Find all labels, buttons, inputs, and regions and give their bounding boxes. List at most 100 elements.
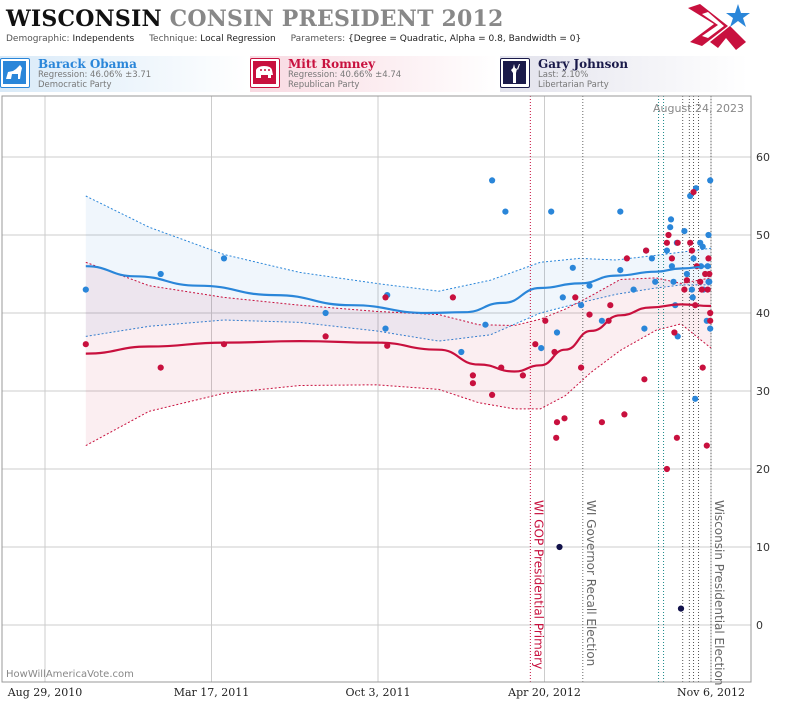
rep-poll-point <box>706 270 713 278</box>
dem-poll-point <box>667 224 674 231</box>
candidate-party: Democratic Party <box>38 80 112 90</box>
dem-band-upper <box>85 195 712 292</box>
event-lines: WI GOP Presidential Primary WI Governor R… <box>529 96 744 685</box>
rep-poll-point <box>704 286 711 293</box>
dem-poll-point <box>502 208 509 215</box>
dem-poll-point <box>322 309 329 317</box>
lib-poll-point <box>677 605 685 612</box>
dem-poll-point <box>538 345 545 352</box>
rep-poll-point <box>665 231 672 239</box>
rep-poll-point <box>449 294 456 301</box>
rep-poll-point <box>586 311 593 318</box>
rep-poll-point <box>674 239 681 246</box>
rep-poll-point <box>707 317 714 324</box>
dem-trend-line <box>85 265 712 315</box>
candidate-regression: Regression: 46.06% ±3.71 <box>38 70 152 80</box>
dem-poll-point <box>548 208 555 215</box>
dem-poll-point <box>458 348 465 356</box>
x-tick-label: Mar 17, 2011 <box>173 686 250 699</box>
plot-border <box>1 95 752 683</box>
dem-poll-point <box>663 247 671 254</box>
rep-poll-point <box>322 333 329 340</box>
trend-lines <box>85 265 712 373</box>
dem-poll-point <box>681 228 688 235</box>
rep-poll-point <box>553 434 560 441</box>
event-label: Wisconsin Presidential Election <box>712 500 726 685</box>
dem-poll-point <box>382 325 389 332</box>
chart-header: WISCONSIN CONSIN PRESIDENT 2012 Demograp… <box>0 0 789 58</box>
lib-poll-point <box>556 543 563 551</box>
dem-poll-point <box>569 264 576 271</box>
y-tick-label: 10 <box>756 541 770 554</box>
rep-poll-point <box>690 189 697 196</box>
site-credit: HowWillAmericaVote.com <box>6 669 134 680</box>
dem-poll-point <box>668 263 676 270</box>
title-race: CONSIN PRESIDENT 2012 <box>169 6 504 32</box>
rep-poll-point <box>643 247 650 254</box>
rep-poll-point <box>489 391 496 398</box>
candidate-name: Mitt Romney <box>288 57 376 71</box>
dem-poll-point <box>699 243 706 250</box>
chart-title: WISCONSIN CONSIN PRESIDENT 2012 <box>6 6 504 32</box>
statue-of-liberty-icon <box>500 58 530 88</box>
candidate-name: Gary Johnson <box>538 57 629 71</box>
plot-frame <box>1 95 752 683</box>
rep-poll-point <box>641 376 648 383</box>
dem-poll-point <box>559 294 566 301</box>
rep-poll-point <box>687 239 694 246</box>
rep-poll-point <box>532 341 539 348</box>
dem-poll-point <box>157 270 164 278</box>
poll-points <box>82 177 714 612</box>
demographic-label: Demographic: <box>6 34 70 44</box>
dem-poll-point <box>670 278 677 285</box>
dem-poll-point <box>617 208 624 215</box>
y-tick-label: 0 <box>756 619 763 632</box>
rep-poll-point <box>668 255 676 262</box>
dem-poll-point <box>648 255 656 262</box>
x-tick-label: Aug 29, 2010 <box>7 686 83 699</box>
rep-poll-point <box>699 364 706 371</box>
y-tick-label: 40 <box>756 307 770 320</box>
event-label: WI GOP Presidential Primary <box>531 500 545 669</box>
y-tick-label: 30 <box>756 385 770 398</box>
rep-poll-point <box>681 286 688 293</box>
demographic-value: Independents <box>72 34 135 44</box>
dem-poll-point <box>489 177 496 184</box>
candidate-regression: Regression: 40.66% ±4.74 <box>288 70 402 80</box>
candidate-last: Last: 2.10% <box>538 70 589 80</box>
elephant-icon <box>250 58 280 88</box>
x-tick-label: Oct 3, 2011 <box>345 686 411 699</box>
dem-poll-point <box>707 177 714 184</box>
rep-poll-point <box>623 255 631 262</box>
dem-confidence-band <box>85 196 712 342</box>
rep-poll-point <box>561 415 568 422</box>
dem-poll-point <box>220 255 228 262</box>
rep-confidence-band <box>85 262 712 446</box>
date-stamp: August 24, 2023 <box>653 102 744 115</box>
candidate-party: Libertarian Party <box>538 80 609 90</box>
rep-poll-point <box>598 419 606 426</box>
y-tick-label: 50 <box>756 229 770 242</box>
rep-poll-point <box>663 239 671 246</box>
rep-poll-point <box>572 294 579 301</box>
rep-poll-point <box>683 277 691 284</box>
rep-poll-point <box>553 419 561 426</box>
dem-poll-point <box>617 267 624 274</box>
rep-poll-point <box>707 309 714 317</box>
dem-poll-point <box>586 282 593 289</box>
parameters-label: Parameters: <box>290 34 346 44</box>
rep-poll-point <box>82 341 89 348</box>
rep-poll-point <box>542 317 549 324</box>
rep-poll-point <box>698 286 705 293</box>
dem-band-lower <box>85 284 711 342</box>
rep-poll-point <box>703 442 710 449</box>
dem-poll-point <box>707 325 714 332</box>
rep-poll-point <box>469 372 476 379</box>
rep-poll-point <box>382 294 389 301</box>
rep-poll-point <box>688 247 696 254</box>
rep-band-upper <box>85 261 712 327</box>
dem-poll-point <box>692 395 699 402</box>
rep-trend-line <box>85 303 712 373</box>
rep-poll-point <box>578 364 585 371</box>
